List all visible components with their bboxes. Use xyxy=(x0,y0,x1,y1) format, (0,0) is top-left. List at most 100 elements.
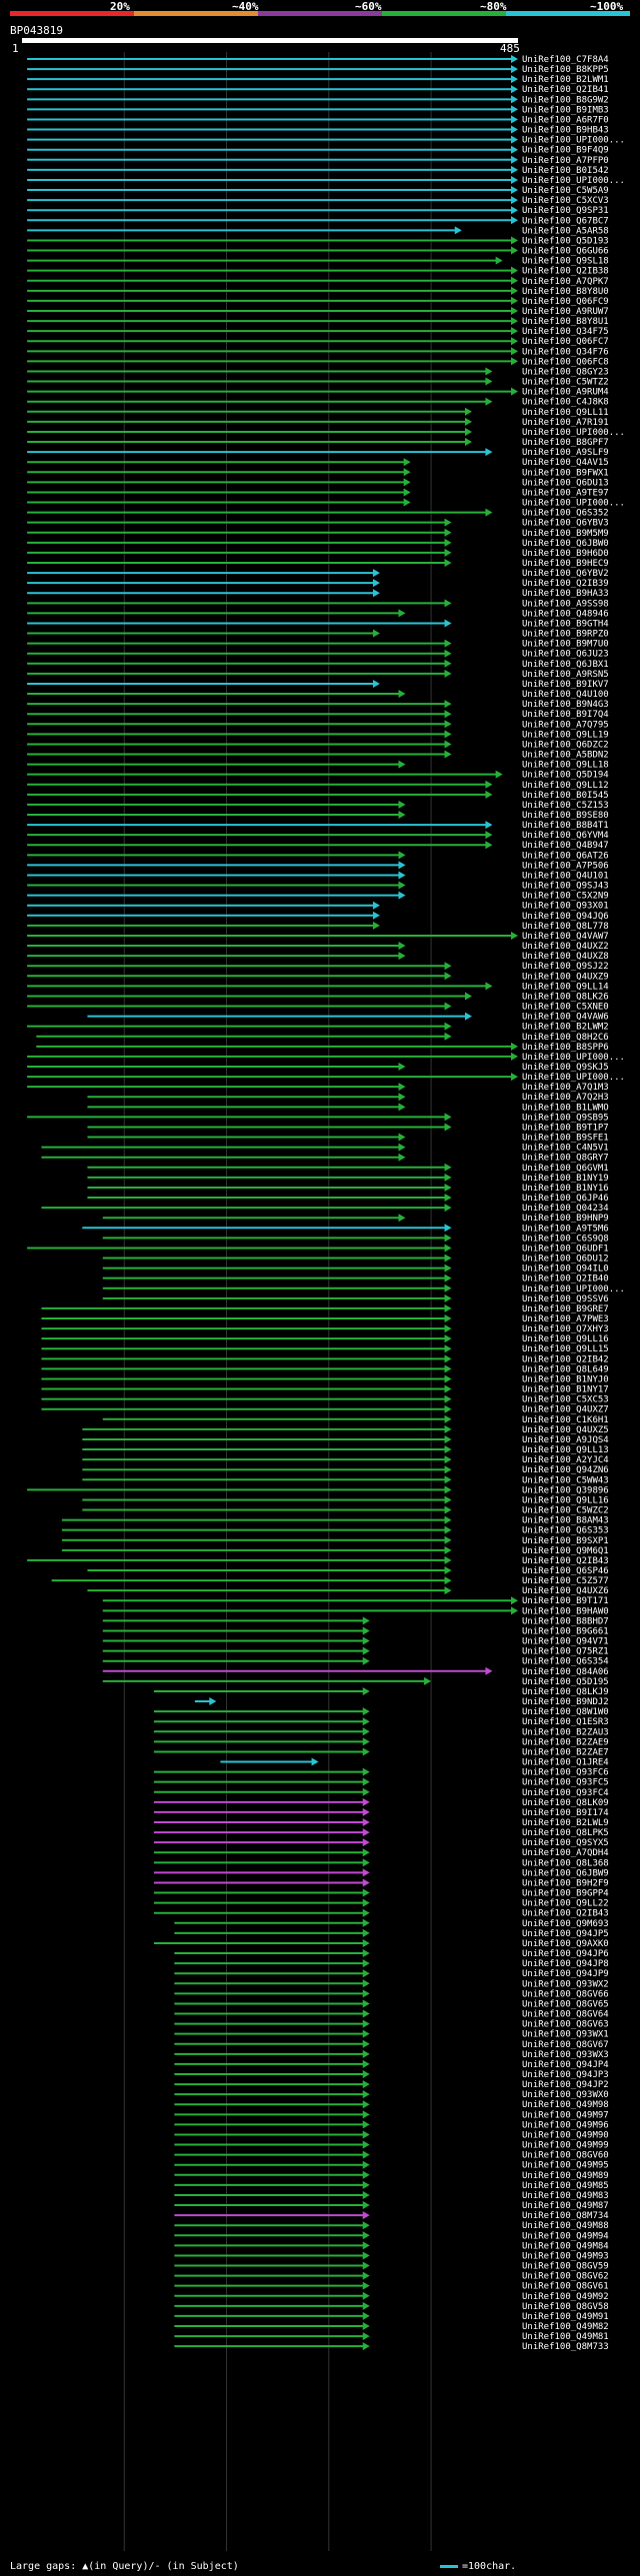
hit-label[interactable]: UniRef100_Q6YVM4 xyxy=(522,831,609,841)
hit-label[interactable]: UniRef100_Q8M733 xyxy=(522,2342,609,2352)
hit-label[interactable]: UniRef100_Q4UXZ8 xyxy=(522,952,609,962)
hit-label[interactable]: UniRef100_B9SFE1 xyxy=(522,1134,609,1144)
hit-label[interactable]: UniRef100_UPI000... xyxy=(522,1053,625,1063)
hit-label[interactable]: UniRef100_C5W5A9 xyxy=(522,186,609,196)
hit-label[interactable]: UniRef100_Q6JP46 xyxy=(522,1194,609,1204)
hit-label[interactable]: UniRef100_B8BHD7 xyxy=(522,1616,609,1626)
hit-label[interactable]: UniRef100_Q06FC9 xyxy=(522,297,609,307)
hit-label[interactable]: UniRef100_Q8L778 xyxy=(522,922,609,932)
hit-label[interactable]: UniRef100_Q8W1W0 xyxy=(522,1707,609,1717)
hit-label[interactable]: UniRef100_B9HAW0 xyxy=(522,1606,609,1616)
hit-label[interactable]: UniRef100_Q49M91 xyxy=(522,2312,609,2322)
hit-label[interactable]: UniRef100_Q9SKJ5 xyxy=(522,1063,609,1073)
hit-label[interactable]: UniRef100_C6S9Q8 xyxy=(522,1234,609,1244)
hit-label[interactable]: UniRef100_B9NDJ2 xyxy=(522,1697,609,1707)
hit-label[interactable]: UniRef100_B9I174 xyxy=(522,1808,609,1818)
hit-label[interactable]: UniRef100_B9RPZ0 xyxy=(522,630,609,640)
hit-label[interactable]: UniRef100_Q9LL16 xyxy=(522,1334,609,1344)
hit-label[interactable]: UniRef100_Q49M83 xyxy=(522,2191,609,2201)
hit-label[interactable]: UniRef100_UPI000... xyxy=(522,1073,625,1083)
hit-label[interactable]: UniRef100_B2LWM1 xyxy=(522,75,609,85)
hit-label[interactable]: UniRef100_B1LWMO xyxy=(522,1103,609,1113)
hit-label[interactable]: UniRef100_Q8L368 xyxy=(522,1858,609,1868)
hit-label[interactable]: UniRef100_Q8GRY7 xyxy=(522,1154,609,1164)
hit-label[interactable]: UniRef100_B9T171 xyxy=(522,1596,609,1606)
hit-label[interactable]: UniRef100_Q04234 xyxy=(522,1204,609,1214)
hit-label[interactable]: UniRef100_B9M7U0 xyxy=(522,640,609,650)
hit-label[interactable]: UniRef100_Q6DZC2 xyxy=(522,740,609,750)
hit-label[interactable]: UniRef100_Q49M99 xyxy=(522,2141,609,2151)
hit-label[interactable]: UniRef100_Q9LL15 xyxy=(522,1344,609,1354)
hit-label[interactable]: UniRef100_Q9LL22 xyxy=(522,1899,609,1909)
hit-label[interactable]: UniRef100_B9HB43 xyxy=(522,126,609,136)
hit-label[interactable]: UniRef100_Q8GY23 xyxy=(522,367,609,377)
hit-label[interactable]: UniRef100_Q93X01 xyxy=(522,902,609,912)
hit-label[interactable]: UniRef100_Q6S353 xyxy=(522,1526,609,1536)
hit-label[interactable]: UniRef100_B9FWX1 xyxy=(522,468,609,478)
hit-label[interactable]: UniRef100_Q94ZN6 xyxy=(522,1465,609,1475)
hit-label[interactable]: UniRef100_B9GPP4 xyxy=(522,1889,609,1899)
hit-label[interactable]: UniRef100_Q93WX0 xyxy=(522,2090,609,2100)
hit-label[interactable]: UniRef100_B1NY16 xyxy=(522,1184,609,1194)
hit-label[interactable]: UniRef100_C4N5V1 xyxy=(522,1144,609,1154)
hit-label[interactable]: UniRef100_Q8GV64 xyxy=(522,2010,609,2020)
hit-label[interactable]: UniRef100_B2ZAE7 xyxy=(522,1747,609,1757)
hit-label[interactable]: UniRef100_B8Y8U1 xyxy=(522,317,609,327)
hit-label[interactable]: UniRef100_Q6S352 xyxy=(522,509,609,519)
hit-label[interactable]: UniRef100_Q7XHY3 xyxy=(522,1324,609,1334)
hit-label[interactable]: UniRef100_A5BDN2 xyxy=(522,751,609,761)
hit-label[interactable]: UniRef100_B8B4T1 xyxy=(522,821,609,831)
hit-label[interactable]: UniRef100_Q9LL11 xyxy=(522,408,609,418)
hit-label[interactable]: UniRef100_Q75RZ1 xyxy=(522,1647,609,1657)
hit-label[interactable]: UniRef100_A9RUM4 xyxy=(522,388,609,398)
hit-label[interactable]: UniRef100_C4J8K8 xyxy=(522,398,609,408)
hit-label[interactable]: UniRef100_B0I545 xyxy=(522,791,609,801)
hit-label[interactable]: UniRef100_A9RUW7 xyxy=(522,307,609,317)
hit-label[interactable]: UniRef100_C5XCV3 xyxy=(522,196,609,206)
hit-label[interactable]: UniRef100_Q2IB39 xyxy=(522,579,609,589)
hit-label[interactable]: UniRef100_Q49M81 xyxy=(522,2332,609,2342)
hit-label[interactable]: UniRef100_Q9SYX5 xyxy=(522,1838,609,1848)
hit-label[interactable]: UniRef100_B9N4G3 xyxy=(522,700,609,710)
hit-label[interactable]: UniRef100_Q93WX3 xyxy=(522,2050,609,2060)
hit-label[interactable]: UniRef100_C5WZC2 xyxy=(522,1506,609,1516)
hit-label[interactable]: UniRef100_A7P506 xyxy=(522,861,609,871)
hit-label[interactable]: UniRef100_Q34F75 xyxy=(522,327,609,337)
hit-label[interactable]: UniRef100_B8G9W2 xyxy=(522,95,609,105)
hit-label[interactable]: UniRef100_B8KPP5 xyxy=(522,65,609,75)
hit-label[interactable]: UniRef100_Q6JU23 xyxy=(522,650,609,660)
hit-label[interactable]: UniRef100_Q49M84 xyxy=(522,2241,609,2251)
hit-label[interactable]: UniRef100_B9H6D0 xyxy=(522,549,609,559)
hit-label[interactable]: UniRef100_Q8GV61 xyxy=(522,2282,609,2292)
hit-label[interactable]: UniRef100_UPI000... xyxy=(522,428,625,438)
hit-label[interactable]: UniRef100_Q4VAW7 xyxy=(522,932,609,942)
hit-label[interactable]: UniRef100_Q8GV58 xyxy=(522,2302,609,2312)
hit-label[interactable]: UniRef100_Q8GV59 xyxy=(522,2262,609,2272)
hit-label[interactable]: UniRef100_Q94JP4 xyxy=(522,2060,609,2070)
hit-label[interactable]: UniRef100_A7Q2H3 xyxy=(522,1093,609,1103)
hit-label[interactable]: UniRef100_Q9SJ43 xyxy=(522,882,609,892)
hit-label[interactable]: UniRef100_Q4UXZ7 xyxy=(522,1405,609,1415)
hit-label[interactable]: UniRef100_Q6SP46 xyxy=(522,1566,609,1576)
hit-label[interactable]: UniRef100_Q8GV67 xyxy=(522,2040,609,2050)
hit-label[interactable]: UniRef100_A9SLF9 xyxy=(522,448,609,458)
hit-label[interactable]: UniRef100_Q4UXZ9 xyxy=(522,972,609,982)
hit-label[interactable]: UniRef100_Q06FC7 xyxy=(522,337,609,347)
hit-label[interactable]: UniRef100_Q49M98 xyxy=(522,2100,609,2110)
hit-label[interactable]: UniRef100_Q6YBV2 xyxy=(522,569,609,579)
hit-label[interactable]: UniRef100_B9G661 xyxy=(522,1626,609,1636)
hit-label[interactable]: UniRef100_A9T5M6 xyxy=(522,1224,609,1234)
hit-label[interactable]: UniRef100_Q9M6Q1 xyxy=(522,1546,609,1556)
hit-label[interactable]: UniRef100_Q49M97 xyxy=(522,2110,609,2120)
hit-label[interactable]: UniRef100_Q6DU13 xyxy=(522,478,609,488)
hit-label[interactable]: UniRef100_C5WTZ2 xyxy=(522,378,609,388)
hit-label[interactable]: UniRef100_C5Z577 xyxy=(522,1576,609,1586)
hit-label[interactable]: UniRef100_Q49M85 xyxy=(522,2181,609,2191)
hit-label[interactable]: UniRef100_Q8GV62 xyxy=(522,2272,609,2282)
hit-label[interactable]: UniRef100_A9SS98 xyxy=(522,599,609,609)
hit-label[interactable]: UniRef100_Q8M734 xyxy=(522,2211,609,2221)
hit-label[interactable]: UniRef100_Q93FC6 xyxy=(522,1768,609,1778)
hit-label[interactable]: UniRef100_Q49M87 xyxy=(522,2201,609,2211)
hit-label[interactable]: UniRef100_B2ZAU3 xyxy=(522,1727,609,1737)
hit-label[interactable]: UniRef100_Q9LL18 xyxy=(522,761,609,771)
